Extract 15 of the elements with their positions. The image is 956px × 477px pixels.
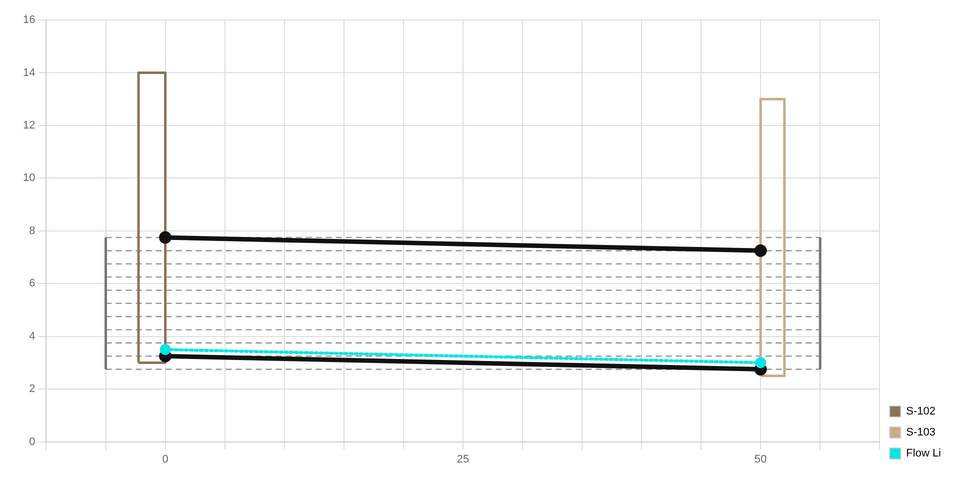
y-tick-label: 6	[29, 278, 36, 290]
y-tick-label: 10	[22, 172, 36, 184]
legend-label: S-103	[906, 426, 936, 439]
y-tick-label: 12	[22, 119, 36, 132]
y-tick-label: 2	[29, 383, 36, 396]
y-tick-label: 0	[29, 436, 36, 448]
x-tick-label: 50	[754, 453, 767, 466]
x-tick-label: 25	[456, 453, 470, 466]
legend-label: Flow Li	[906, 448, 941, 460]
legend-label: S-102	[906, 406, 936, 418]
y-tick-label: 4	[29, 330, 36, 342]
y-tick-label: 14	[22, 66, 36, 79]
x-tick-label: 0	[162, 453, 168, 466]
y-tick-label: 8	[29, 224, 36, 237]
y-tick-label: 16	[22, 14, 36, 26]
